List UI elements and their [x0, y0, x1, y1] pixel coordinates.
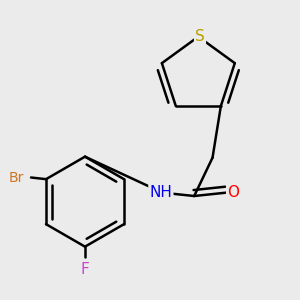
Text: S: S: [195, 29, 205, 44]
Text: Br: Br: [9, 170, 24, 184]
Text: F: F: [81, 262, 89, 277]
Text: NH: NH: [149, 185, 172, 200]
Text: O: O: [227, 185, 239, 200]
